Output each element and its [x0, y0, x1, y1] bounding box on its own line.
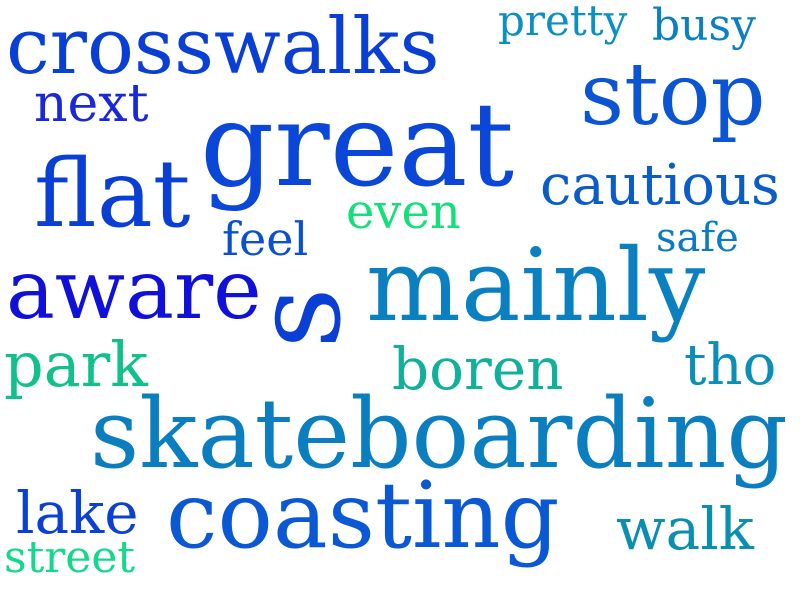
- word-crosswalks: crosswalks: [6, 2, 440, 92]
- word-walk: walk: [616, 495, 754, 563]
- word-coasting: coasting: [166, 462, 560, 569]
- word-stop: stop: [580, 45, 766, 145]
- word-even: even: [346, 184, 461, 240]
- word-pretty: pretty: [498, 0, 628, 45]
- word-street: street: [4, 532, 136, 583]
- word-s-rotated: s: [228, 287, 368, 349]
- word-tho: tho: [684, 333, 777, 398]
- word-safe: safe: [656, 215, 739, 261]
- word-great: great: [200, 78, 515, 213]
- word-mainly: mainly: [366, 227, 706, 344]
- word-boren: boren: [392, 335, 564, 403]
- word-flat: flat: [34, 140, 191, 249]
- word-busy: busy: [652, 0, 756, 51]
- word-feel: feel: [222, 212, 309, 266]
- word-next: next: [34, 74, 149, 134]
- word-cautious: cautious: [540, 153, 780, 218]
- word-aware: aware: [6, 243, 262, 338]
- word-lake: lake: [16, 479, 139, 547]
- word-skateboarding: skateboarding: [90, 378, 788, 490]
- word-park: park: [4, 328, 148, 401]
